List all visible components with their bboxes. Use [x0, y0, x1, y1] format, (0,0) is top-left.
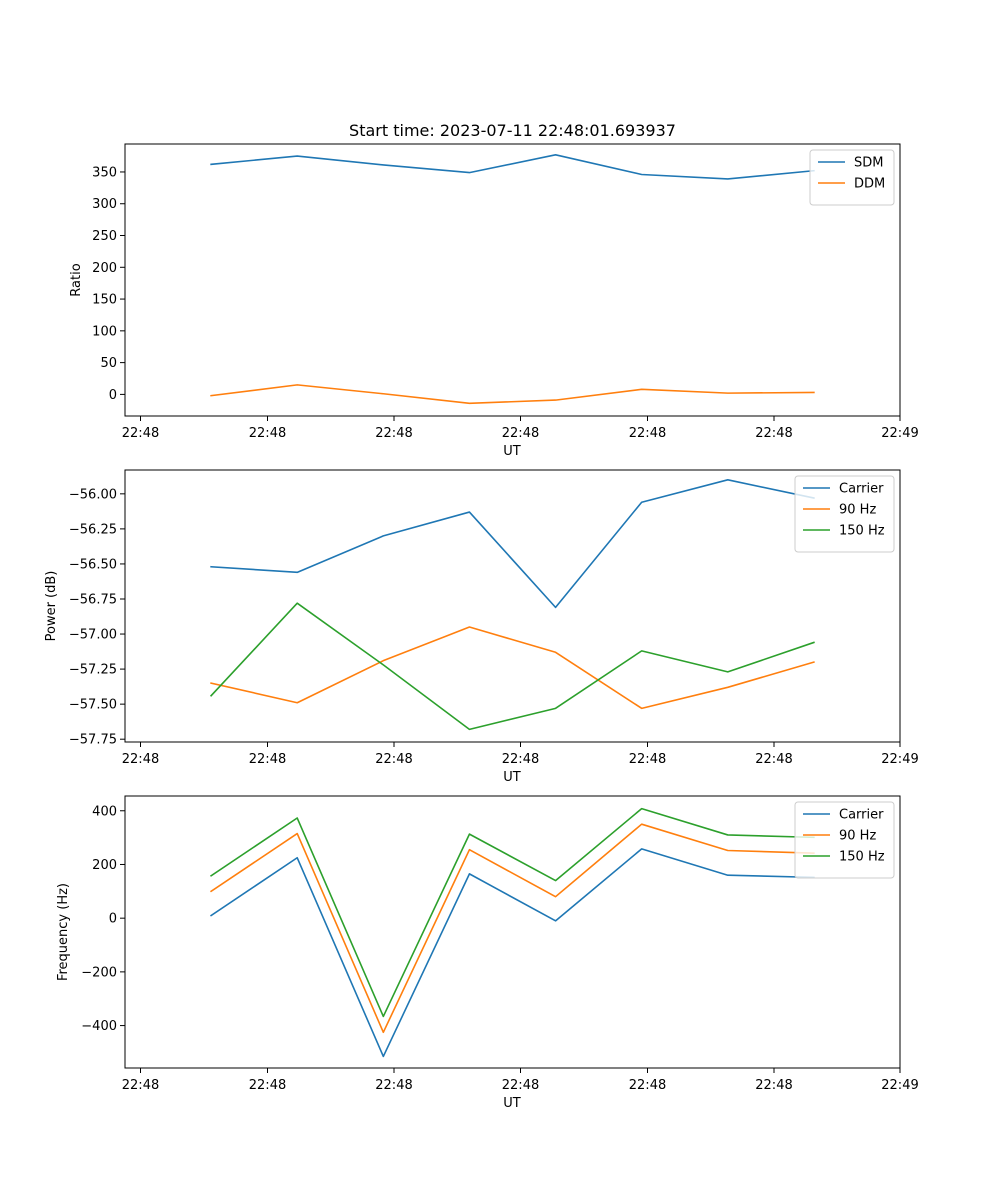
legend-box: [794, 475, 895, 553]
series-line-ddm: [210, 384, 815, 405]
legend-label: 90 Hz: [839, 503, 876, 518]
x-tick-label: 22:49: [881, 1078, 918, 1093]
legend: SDM DDM: [809, 149, 895, 206]
x-tick-label: 22:48: [122, 752, 159, 767]
x-tick-label: 22:48: [629, 1078, 666, 1093]
x-tick-label: 22:48: [375, 426, 412, 441]
series-line-90-hz: [210, 823, 815, 1034]
y-tick-label: 0: [109, 388, 117, 403]
legend-label: SDM: [854, 156, 883, 171]
y-axis-label: Power (dB): [44, 571, 59, 642]
x-tick-label: 22:48: [249, 426, 286, 441]
x-tick-label: 22:48: [502, 752, 539, 767]
axes-frame: [124, 143, 901, 417]
y-tick-label: −57.00: [69, 628, 117, 643]
legend-box: [809, 149, 895, 206]
y-tick-label: 0: [109, 912, 117, 927]
x-axis-label: UT: [503, 1096, 521, 1111]
legend: Carrier 90 Hz 150 Hz: [794, 475, 895, 553]
y-tick-label: −57.50: [69, 698, 117, 713]
y-axis-label: Ratio: [69, 263, 84, 296]
chart-title: Start time: 2023-07-11 22:48:01.693937: [349, 121, 676, 140]
x-tick-label: 22:49: [881, 426, 918, 441]
y-tick-label: 350: [92, 165, 117, 180]
x-tick-label: 22:49: [881, 752, 918, 767]
series-line-90-hz: [210, 626, 815, 710]
subplot-2: 22:48 22:48 22:48 22:48 22:48 22:48 22:49 −57.7…: [44, 469, 919, 785]
y-tick-label: 50: [100, 356, 117, 371]
x-tick-label: 22:48: [249, 1078, 286, 1093]
x-tick-label: 22:48: [375, 1078, 412, 1093]
y-tick-label: −56.25: [69, 522, 117, 537]
y-tick-label: 150: [92, 293, 117, 308]
y-tick-label: −56.75: [69, 592, 117, 607]
subplot-1: 22:48 22:48 22:48 22:48 22:48 22:48 22:49 0 50 10…: [69, 121, 919, 459]
y-tick-label: 200: [92, 261, 117, 276]
series-line-150-hz: [209, 602, 815, 731]
y-tick-label: 200: [92, 858, 117, 873]
axes-frame: [124, 469, 901, 743]
y-tick-label: −56.00: [69, 487, 117, 502]
series-line-sdm: [210, 154, 815, 180]
x-tick-label: 22:48: [502, 1078, 539, 1093]
y-tick-label: −57.25: [69, 663, 117, 678]
x-tick-label: 22:48: [755, 1078, 792, 1093]
y-tick-label: 250: [92, 229, 117, 244]
x-tick-label: 22:48: [755, 752, 792, 767]
x-axis-label: UT: [503, 444, 521, 459]
x-tick-label: 22:48: [502, 426, 539, 441]
x-tick-label: 22:48: [755, 426, 792, 441]
legend-label: Carrier: [839, 808, 884, 823]
y-tick-label: −57.75: [69, 733, 117, 748]
y-tick-label: −56.50: [69, 557, 117, 572]
y-tick-label: 300: [92, 197, 117, 212]
legend-box: [794, 801, 895, 879]
legend-label: 90 Hz: [839, 829, 876, 844]
x-tick-label: 22:48: [122, 1078, 159, 1093]
y-axis-label: Frequency (Hz): [56, 883, 71, 981]
x-tick-label: 22:48: [629, 426, 666, 441]
axes-frame: [124, 795, 901, 1069]
subplot-3: 22:48 22:48 22:48 22:48 22:48 22:48 22:49 −400 −…: [56, 795, 919, 1111]
y-tick-label: −400: [81, 1019, 117, 1034]
y-tick-label: 400: [92, 804, 117, 819]
legend-label: 150 Hz: [839, 850, 885, 865]
series-line-carrier: [210, 848, 815, 1058]
y-tick-label: 100: [92, 324, 117, 339]
x-tick-label: 22:48: [629, 752, 666, 767]
legend-label: Carrier: [839, 482, 884, 497]
y-tick-label: −200: [81, 965, 117, 980]
series-line-carrier: [210, 479, 815, 609]
x-tick-label: 22:48: [375, 752, 412, 767]
x-tick-label: 22:48: [122, 426, 159, 441]
x-tick-label: 22:48: [249, 752, 286, 767]
x-axis-label: UT: [503, 770, 521, 785]
legend: Carrier 90 Hz 150 Hz: [794, 801, 895, 879]
series-line-150-hz: [210, 807, 815, 1018]
legend-label: 150 Hz: [839, 524, 885, 539]
legend-label: DDM: [854, 177, 885, 192]
